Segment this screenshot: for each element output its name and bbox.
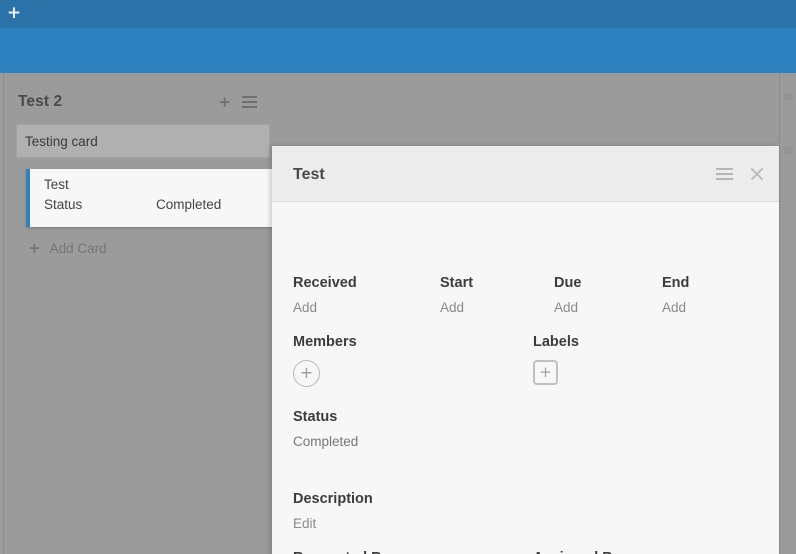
add-card-button[interactable]: + Add Card xyxy=(28,239,107,257)
board-canvas: Test 2 + Test Status Completed + Add Car… xyxy=(0,73,796,554)
board-list-next[interactable] xyxy=(779,73,796,554)
board-toolbar xyxy=(0,28,796,73)
status-value[interactable]: Completed xyxy=(293,434,359,449)
received-add-link[interactable]: Add xyxy=(293,300,318,315)
field-members: Members + xyxy=(293,333,357,387)
field-label: Members xyxy=(293,334,357,350)
field-start: Start Add xyxy=(440,274,473,317)
members-labels-row: Members + Labels + xyxy=(293,333,763,391)
field-label: Status xyxy=(293,409,338,425)
card-detail-title: Test xyxy=(293,166,325,183)
card-detail-panel: Test Received Add Start Add xyxy=(272,146,779,554)
list-add-card-icon[interactable]: + xyxy=(218,93,231,111)
start-add-link[interactable]: Add xyxy=(440,300,465,315)
field-label: Requested By xyxy=(293,549,390,554)
field-label: Description xyxy=(293,491,373,507)
field-due: Due Add xyxy=(554,274,581,317)
field-label: Assigned By xyxy=(533,549,621,554)
list-next-placeholder xyxy=(784,147,793,154)
window-title-bar: + xyxy=(0,0,796,28)
people-row: Requested By Add Assigned By Add xyxy=(293,549,763,554)
field-label: End xyxy=(662,275,690,291)
due-add-link[interactable]: Add xyxy=(554,300,579,315)
dates-row: Received Add Start Add Due Add End Add xyxy=(293,274,763,320)
hamburger-icon[interactable] xyxy=(716,167,733,181)
add-board-icon[interactable]: + xyxy=(6,3,22,23)
end-add-link[interactable]: Add xyxy=(662,300,687,315)
field-end: End Add xyxy=(662,274,689,317)
board-list: Test 2 + Test Status Completed + Add Car… xyxy=(3,73,356,554)
list-next-placeholder xyxy=(784,93,793,100)
list-actions: + xyxy=(218,93,257,111)
card-status-value: Completed xyxy=(156,197,222,212)
field-labels: Labels + xyxy=(533,333,579,385)
field-label: Received xyxy=(293,275,357,291)
list-menu-icon[interactable] xyxy=(242,96,257,108)
field-label: Due xyxy=(554,275,582,291)
add-member-button[interactable]: + xyxy=(293,360,320,387)
field-description: Description Edit xyxy=(293,490,373,533)
card-title: Test xyxy=(44,177,69,192)
field-assigned-by: Assigned By Add xyxy=(533,549,621,554)
field-status: Status Completed xyxy=(293,408,358,451)
field-requested-by: Requested By Add xyxy=(293,549,390,554)
card-detail-header: Test xyxy=(272,146,779,202)
card-detail-actions xyxy=(716,167,764,181)
field-label: Labels xyxy=(533,334,579,350)
add-card-label: Add Card xyxy=(49,241,107,256)
card-detail-body: Received Add Start Add Due Add End Add xyxy=(272,202,779,554)
add-label-button[interactable]: + xyxy=(533,360,558,385)
card-status-label: Status xyxy=(44,197,83,212)
field-label: Start xyxy=(440,275,474,291)
list-title: Test 2 xyxy=(18,93,63,110)
description-edit-link[interactable]: Edit xyxy=(293,516,317,531)
plus-icon: + xyxy=(28,239,41,257)
card-title-input[interactable] xyxy=(16,124,270,158)
list-header: Test 2 + xyxy=(4,73,293,117)
field-received: Received Add xyxy=(293,274,357,317)
close-icon[interactable] xyxy=(750,167,764,181)
